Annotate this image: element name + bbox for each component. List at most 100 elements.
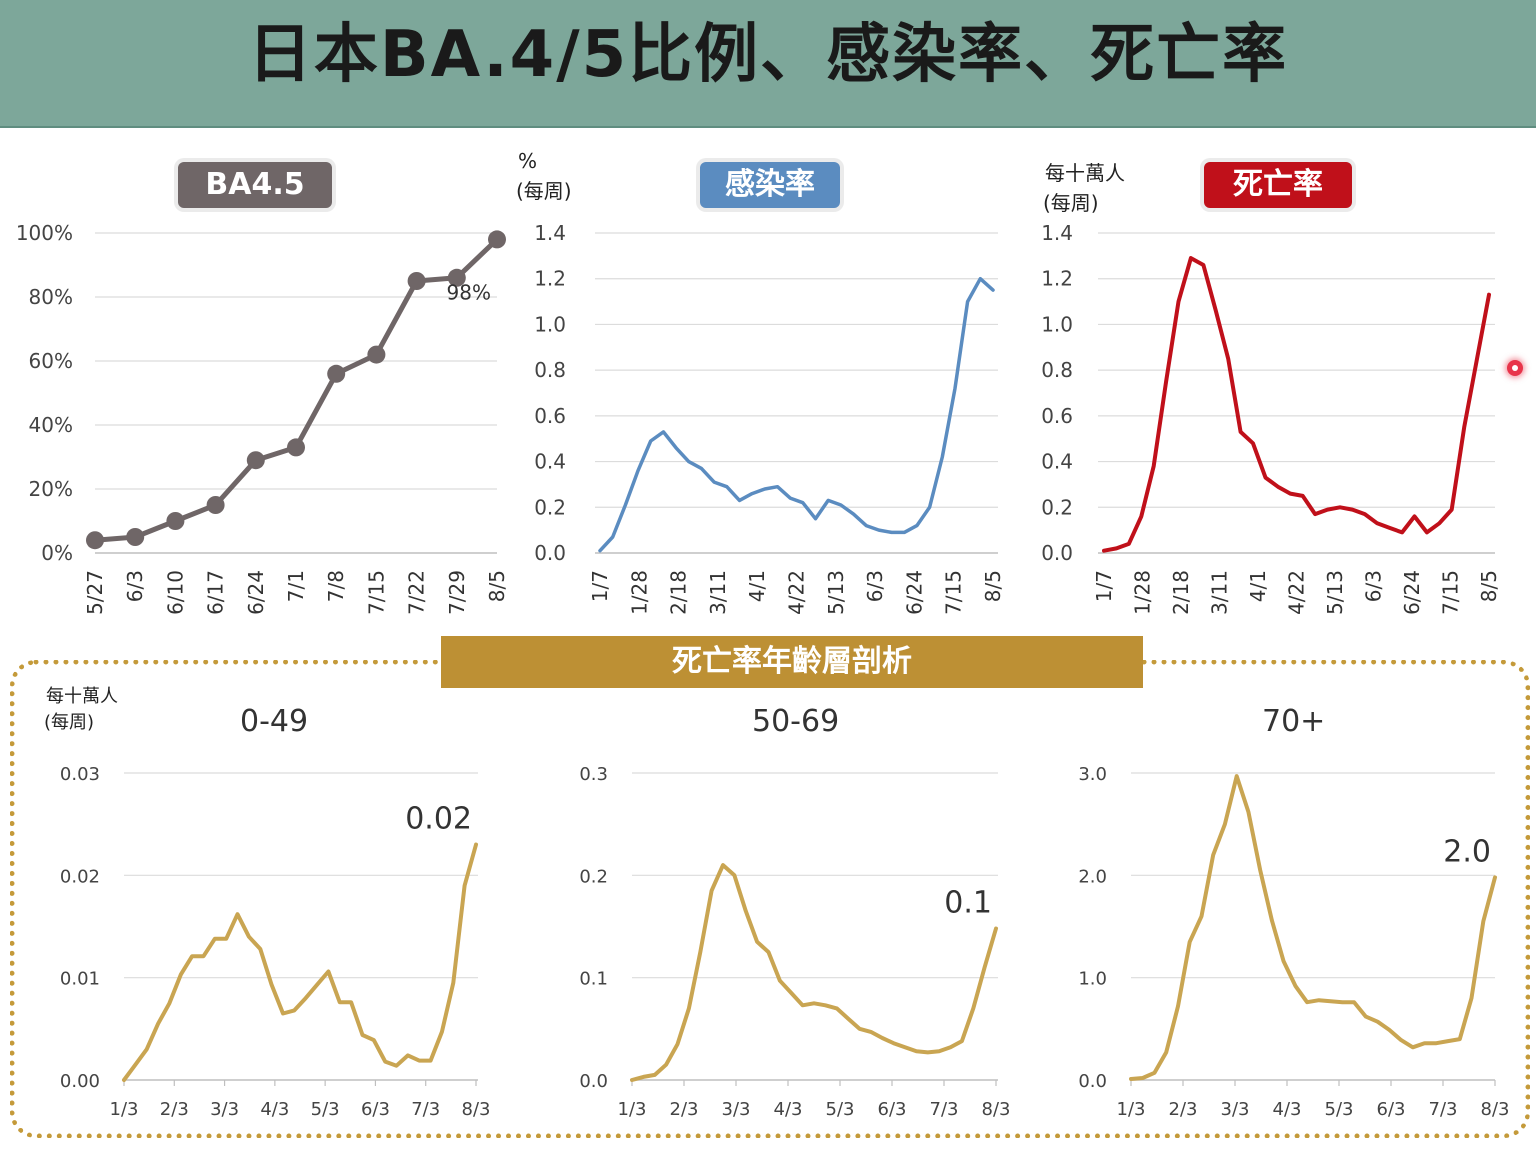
infection-ytick-label: 1.0	[534, 312, 566, 336]
death-ytick-label: 0.0	[1041, 541, 1073, 565]
age_50_69-xtick-label: 6/3	[878, 1099, 907, 1120]
age_50_69-xtick-label: 5/3	[826, 1099, 855, 1120]
ba45-xtick-label: 6/17	[204, 570, 228, 615]
ba45-data-point	[488, 230, 506, 249]
age_70_plus-xtick-label: 1/3	[1117, 1099, 1146, 1120]
age_70_plus-xtick-label: 5/3	[1325, 1099, 1354, 1120]
infection-unit-percent: %	[518, 149, 538, 173]
ba45-xtick-label: 6/24	[244, 570, 268, 615]
ba45-ytick-label: 0%	[41, 541, 73, 565]
ba45-ytick-label: 20%	[29, 477, 73, 501]
death-xtick-label: 5/13	[1323, 570, 1347, 615]
death-ytick-label: 1.4	[1041, 221, 1073, 245]
death-xtick-label: 8/5	[1477, 570, 1501, 602]
ba45-data-point	[287, 438, 305, 457]
ba45-xtick-label: 5/27	[83, 570, 107, 615]
death-badge: 死亡率	[1204, 162, 1352, 208]
death-ytick-label: 0.2	[1041, 495, 1073, 519]
ba45-xtick-label: 6/3	[123, 570, 147, 602]
ba45-xtick-label: 7/15	[364, 570, 388, 615]
age_50_69-xtick-label: 4/3	[774, 1099, 803, 1120]
age_70_plus-xtick-label: 3/3	[1221, 1099, 1250, 1120]
infection-ytick-label: 0.2	[534, 495, 566, 519]
age_70_plus-xtick-label: 8/3	[1481, 1099, 1510, 1120]
age_50_69-xtick-label: 2/3	[670, 1099, 699, 1120]
death-series-line	[1102, 256, 1491, 553]
ba45-xtick-label: 8/5	[485, 570, 509, 602]
age_0_49-annotation-label: 0.02	[405, 802, 472, 837]
age_50_69-ytick-label: 0.2	[579, 866, 608, 887]
infection-xtick-label: 4/1	[745, 570, 769, 602]
age_50_69-annotation-label: 0.1	[944, 886, 992, 921]
ba45-data-point	[166, 512, 185, 530]
infection-series-line	[598, 276, 995, 553]
death-unit-week: (每周)	[1043, 191, 1099, 215]
death-xtick-label: 4/22	[1285, 570, 1309, 615]
age-section-banner: 死亡率年齡層剖析	[441, 636, 1143, 688]
infection-xtick-label: 7/15	[942, 570, 966, 615]
age_50_69-series-line	[630, 863, 998, 1082]
age_0_49-xtick-label: 5/3	[311, 1099, 340, 1120]
death-xtick-label: 1/7	[1092, 570, 1116, 602]
age_70_plus-ytick-label: 0.0	[1078, 1071, 1107, 1092]
infection-unit-week: (每周)	[516, 179, 572, 203]
ba45-data-point	[246, 451, 265, 470]
title-bar	[0, 0, 1536, 128]
age_0_49-ytick-label: 0.03	[60, 764, 100, 785]
age_0_49-ytick-label: 0.00	[60, 1071, 100, 1092]
infection-xtick-label: 1/7	[588, 570, 612, 602]
age-unit-week: (每周)	[44, 712, 95, 733]
age_50_69-xtick-label: 7/3	[930, 1099, 959, 1120]
ba45-ytick-label: 80%	[29, 285, 73, 309]
ba45-data-point	[407, 272, 426, 290]
death-ytick-label: 0.6	[1041, 404, 1073, 428]
infection-xtick-label: 6/3	[863, 570, 887, 602]
death-ytick-label: 1.2	[1041, 267, 1073, 291]
ba45-series-line	[92, 236, 500, 543]
ba45-xtick-label: 7/1	[284, 570, 308, 602]
infection-ytick-label: 0.6	[534, 404, 566, 428]
age_50_69-ytick-label: 0.1	[579, 969, 608, 990]
age_70_plus-xtick-label: 6/3	[1377, 1099, 1406, 1120]
ba45-data-point	[126, 528, 145, 546]
age_70_plus-series-line	[1129, 774, 1497, 1081]
age_0_49-ytick-label: 0.02	[60, 866, 100, 887]
age_70_plus-ytick-label: 2.0	[1078, 866, 1107, 887]
ba45-data-point	[206, 496, 225, 514]
death-xtick-label: 1/28	[1131, 570, 1155, 615]
age_70_plus-ytick-label: 3.0	[1078, 764, 1107, 785]
infection-ytick-label: 0.0	[534, 541, 566, 565]
ba45-ytick-label: 60%	[29, 349, 73, 373]
death-xtick-label: 4/1	[1246, 570, 1270, 602]
age_70_plus-xtick-label: 2/3	[1169, 1099, 1198, 1120]
death-xtick-label: 2/18	[1169, 570, 1193, 615]
death-unit-per-million: 每十萬人	[1045, 161, 1125, 185]
infection-ytick-label: 1.4	[534, 221, 566, 245]
ba45-data-point	[327, 364, 346, 383]
ba45-xtick-label: 7/22	[405, 570, 429, 615]
age_70_plus-xtick-label: 4/3	[1273, 1099, 1302, 1120]
infection-xtick-label: 4/22	[785, 570, 809, 615]
age_70_plus-xtick-label: 7/3	[1429, 1099, 1458, 1120]
age_50_69-ytick-label: 0.0	[579, 1071, 608, 1092]
infection-xtick-label: 3/11	[706, 570, 730, 615]
age_70_plus-ytick-label: 1.0	[1078, 969, 1107, 990]
death-ytick-label: 0.4	[1041, 450, 1073, 474]
ba45-ytick-label: 100%	[16, 221, 73, 245]
age-unit-per-million: 每十萬人	[46, 686, 118, 707]
age_50_69-xtick-label: 8/3	[982, 1099, 1011, 1120]
infection-xtick-label: 1/28	[627, 570, 651, 615]
infection-ytick-label: 0.8	[534, 358, 566, 382]
infection-badge: 感染率	[700, 162, 840, 208]
page-title: 日本BA.4/5比例、感染率、死亡率	[247, 18, 1289, 92]
ba45-annotation-label: 98%	[447, 280, 491, 304]
infection-ytick-label: 0.4	[534, 450, 566, 474]
ba45-xtick-label: 7/8	[324, 570, 348, 602]
age_0_49-xtick-label: 2/3	[160, 1099, 189, 1120]
age_0_49-xtick-label: 3/3	[210, 1099, 239, 1120]
death-xtick-label: 6/3	[1362, 570, 1386, 602]
age_0_49-xtick-label: 1/3	[110, 1099, 139, 1120]
age-70-plus-title: 70+	[1262, 704, 1326, 739]
ba45-xtick-label: 6/10	[163, 570, 187, 615]
